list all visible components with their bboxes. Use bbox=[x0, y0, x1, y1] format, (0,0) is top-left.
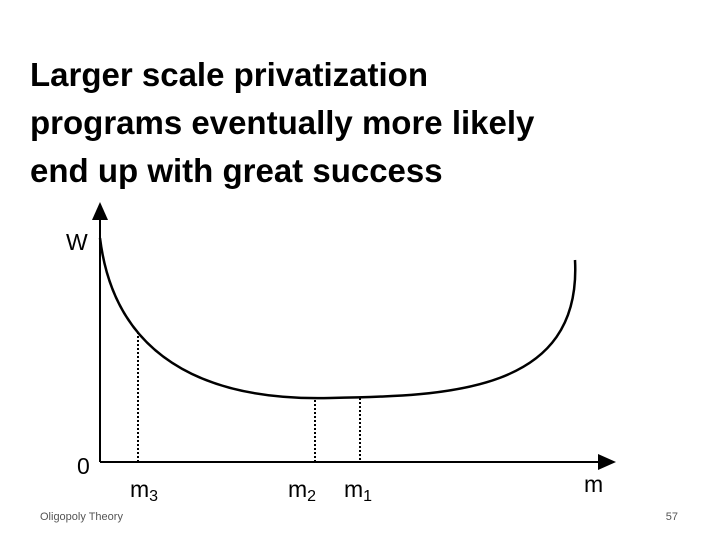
point-base: m bbox=[344, 476, 363, 502]
y-axis-label: W bbox=[66, 229, 88, 255]
footer: Oligopoly Theory bbox=[40, 511, 123, 523]
point-label: m2 bbox=[288, 476, 316, 505]
point-label: m1 bbox=[344, 476, 372, 505]
title-line: end up with great success bbox=[30, 152, 443, 189]
title-line: programs eventually more likely bbox=[30, 104, 535, 141]
point-base: m bbox=[130, 476, 149, 502]
point-sub: 3 bbox=[149, 488, 158, 505]
point-sub: 2 bbox=[307, 488, 316, 505]
title-line: Larger scale privatization bbox=[30, 56, 428, 93]
curve bbox=[98, 237, 577, 400]
page-number: 57 bbox=[666, 511, 678, 523]
point-base: m bbox=[288, 476, 307, 502]
point-sub: 1 bbox=[363, 488, 372, 505]
x-axis-label: m bbox=[584, 471, 603, 497]
point-label: m3 bbox=[130, 476, 158, 505]
origin-label: 0 bbox=[77, 453, 90, 479]
